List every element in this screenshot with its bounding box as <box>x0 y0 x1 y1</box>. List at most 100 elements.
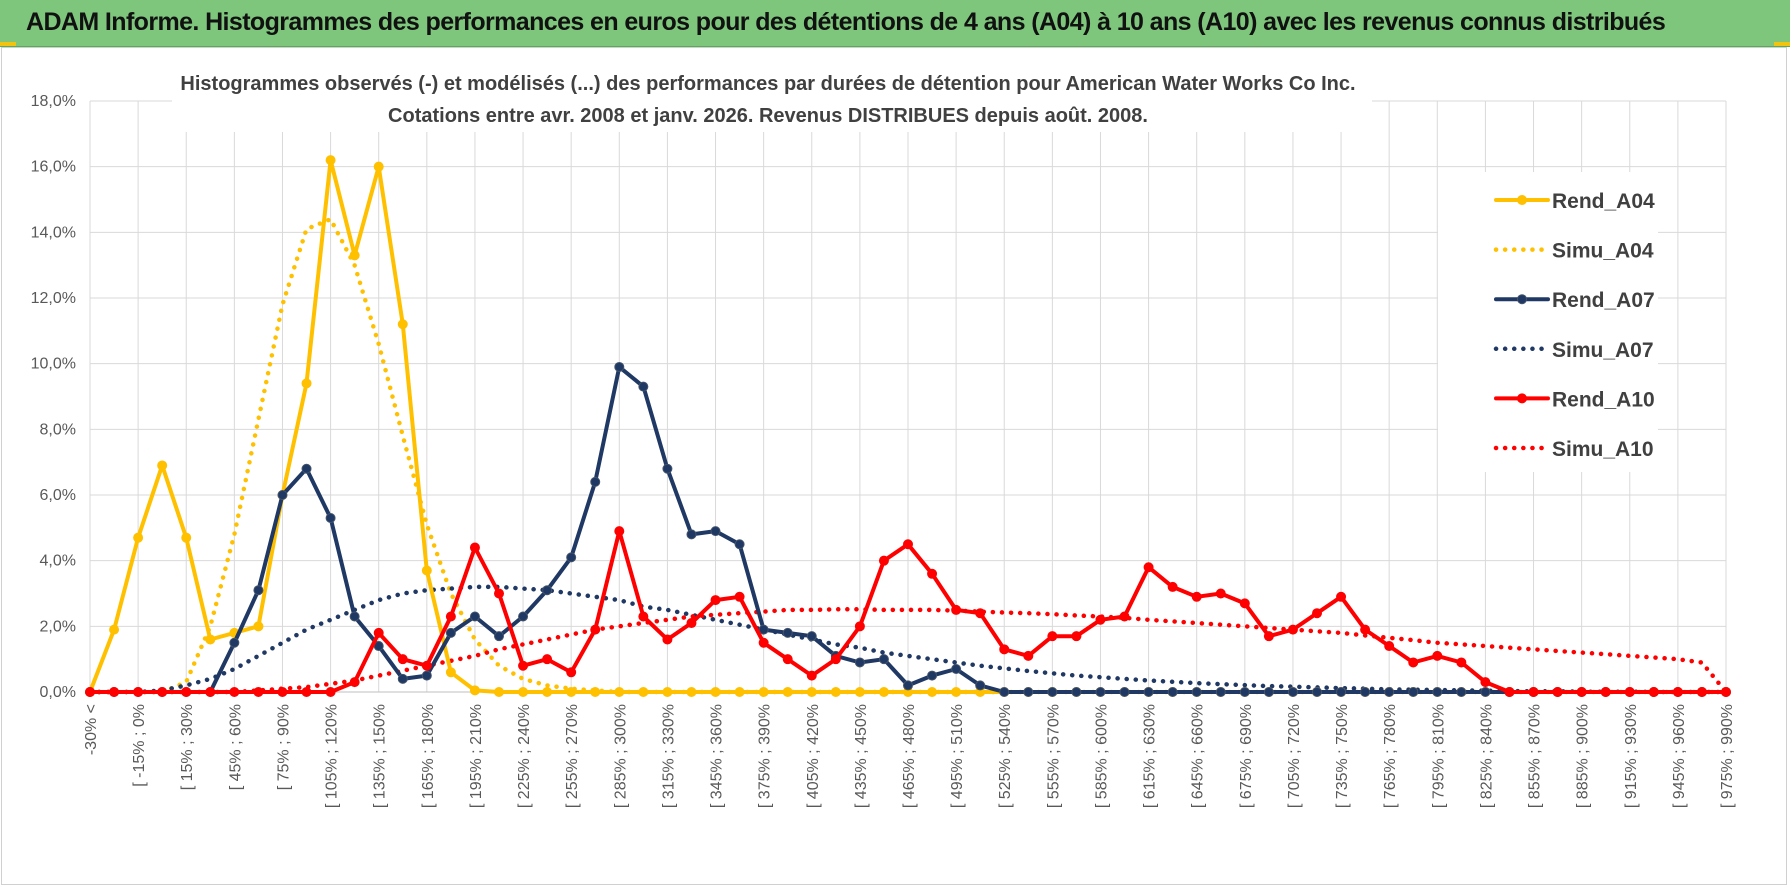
x-tick-label: [ 885% ; 900% <box>1575 704 1592 808</box>
data-point-rend_a10 <box>1360 624 1371 635</box>
data-point-rend_a10 <box>349 677 360 688</box>
data-point-rend_a04 <box>638 687 649 697</box>
data-point-rend_a07 <box>710 526 721 537</box>
data-point-rend_a07 <box>349 611 360 622</box>
data-point-rend_a07 <box>1167 687 1178 697</box>
data-point-rend_a04 <box>421 565 432 576</box>
data-point-rend_a07 <box>1408 687 1419 697</box>
data-point-rend_a10 <box>662 634 673 645</box>
data-point-rend_a10 <box>566 667 577 678</box>
y-tick-label: 8,0% <box>40 421 76 438</box>
data-point-rend_a07 <box>1360 687 1371 697</box>
data-point-rend_a10 <box>1408 657 1419 668</box>
data-point-rend_a10 <box>253 687 264 697</box>
data-point-rend_a04 <box>397 319 408 330</box>
series-line-simu_a04 <box>87 216 1729 695</box>
data-point-rend_a10 <box>927 568 938 579</box>
data-point-rend_a10 <box>734 591 745 602</box>
data-point-rend_a10 <box>782 654 793 665</box>
data-point-rend_a07 <box>975 680 986 691</box>
x-tick-label: [ 75% ; 90% <box>275 704 292 790</box>
legend-label-simu_a04: Simu_A04 <box>1552 240 1654 263</box>
data-point-rend_a07 <box>806 631 817 642</box>
data-point-rend_a10 <box>542 654 553 665</box>
data-point-rend_a10 <box>1071 631 1082 642</box>
data-point-rend_a04 <box>614 687 625 697</box>
data-point-rend_a10 <box>1263 631 1274 642</box>
data-point-rend_a04 <box>181 532 192 543</box>
data-point-rend_a07 <box>1119 687 1130 697</box>
data-point-rend_a07 <box>662 463 673 474</box>
data-point-rend_a04 <box>782 687 793 697</box>
data-point-rend_a10 <box>325 687 336 697</box>
x-tick-label: [ 315% ; 330% <box>660 704 677 808</box>
data-point-rend_a10 <box>975 608 986 619</box>
data-point-rend_a10 <box>999 644 1010 655</box>
data-point-rend_a04 <box>109 624 120 635</box>
data-point-rend_a07 <box>927 670 938 681</box>
data-point-rend_a07 <box>758 624 769 635</box>
data-point-rend_a04 <box>878 687 889 697</box>
data-point-rend_a07 <box>325 512 336 523</box>
data-point-rend_a04 <box>710 687 721 697</box>
data-point-rend_a10 <box>1504 687 1515 697</box>
data-point-rend_a07 <box>854 657 865 668</box>
data-point-rend_a07 <box>1047 687 1058 697</box>
x-tick-label: [ 495% ; 510% <box>949 704 966 808</box>
data-point-rend_a10 <box>590 624 601 635</box>
y-tick-label: 16,0% <box>31 159 76 176</box>
data-point-rend_a10 <box>229 687 240 697</box>
data-point-rend_a10 <box>806 670 817 681</box>
data-point-rend_a07 <box>229 637 240 648</box>
x-tick-label: [ 675% ; 690% <box>1238 704 1255 808</box>
data-point-rend_a10 <box>710 595 721 606</box>
legend-label-rend_a07: Rend_A07 <box>1552 289 1655 312</box>
data-point-rend_a10 <box>494 588 504 599</box>
data-point-rend_a07 <box>518 611 529 622</box>
data-point-rend_a10 <box>758 637 769 648</box>
chart-frame <box>1 47 1787 885</box>
data-point-rend_a07 <box>1384 687 1395 697</box>
data-point-rend_a07 <box>999 687 1010 697</box>
corner-accent-right <box>1774 42 1790 46</box>
data-point-rend_a10 <box>1696 687 1707 697</box>
data-point-rend_a04 <box>758 687 769 697</box>
data-point-rend_a07 <box>397 673 408 684</box>
y-axis: 0,0% 2,0% 4,0% 6,0% 8,0% 10,0% 12,0% 14,0% 16,0%… <box>31 93 76 701</box>
data-point-rend_a07 <box>1239 687 1250 697</box>
data-point-rend_a10 <box>1624 687 1635 697</box>
data-point-rend_a10 <box>1384 641 1395 652</box>
series-line-simu_a10 <box>87 607 1729 695</box>
data-point-rend_a07 <box>686 529 697 540</box>
x-tick-label: [ 285% ; 300% <box>612 704 629 808</box>
data-point-rend_a07 <box>638 381 649 392</box>
x-tick-label: [ 705% ; 720% <box>1286 704 1303 808</box>
data-point-rend_a07 <box>878 654 889 665</box>
x-tick-label: [ 435% ; 450% <box>853 704 870 808</box>
data-point-rend_a07 <box>542 585 553 596</box>
x-tick-label: [ 765% ; 780% <box>1382 704 1399 808</box>
x-tick-label: [ 105% ; 120% <box>324 704 341 808</box>
data-point-rend_a04 <box>951 687 962 697</box>
legend-marker-rend_a04 <box>1517 195 1527 205</box>
data-point-rend_a10 <box>109 687 120 697</box>
data-point-rend_a07 <box>566 552 577 563</box>
data-point-rend_a04 <box>590 687 601 697</box>
data-point-rend_a07 <box>469 611 480 622</box>
data-point-rend_a10 <box>397 654 408 665</box>
x-axis: -30% < [ -15% ; 0% [ 15% ; 30% [ 45% ; 60% [… <box>83 704 1736 808</box>
data-point-rend_a10 <box>301 687 312 697</box>
y-tick-label: 14,0% <box>31 224 76 241</box>
data-point-rend_a07 <box>1215 687 1226 697</box>
data-point-rend_a10 <box>1552 687 1563 697</box>
y-tick-label: 2,0% <box>40 618 76 635</box>
data-point-rend_a07 <box>1456 687 1467 697</box>
data-point-rend_a10 <box>85 687 95 697</box>
data-point-rend_a04 <box>301 378 312 389</box>
data-point-rend_a04 <box>686 687 697 697</box>
data-point-rend_a10 <box>1023 650 1034 661</box>
x-tick-label: [ 555% ; 570% <box>1045 704 1062 808</box>
x-tick-label: [ 525% ; 540% <box>997 704 1014 808</box>
data-point-rend_a04 <box>253 621 264 632</box>
